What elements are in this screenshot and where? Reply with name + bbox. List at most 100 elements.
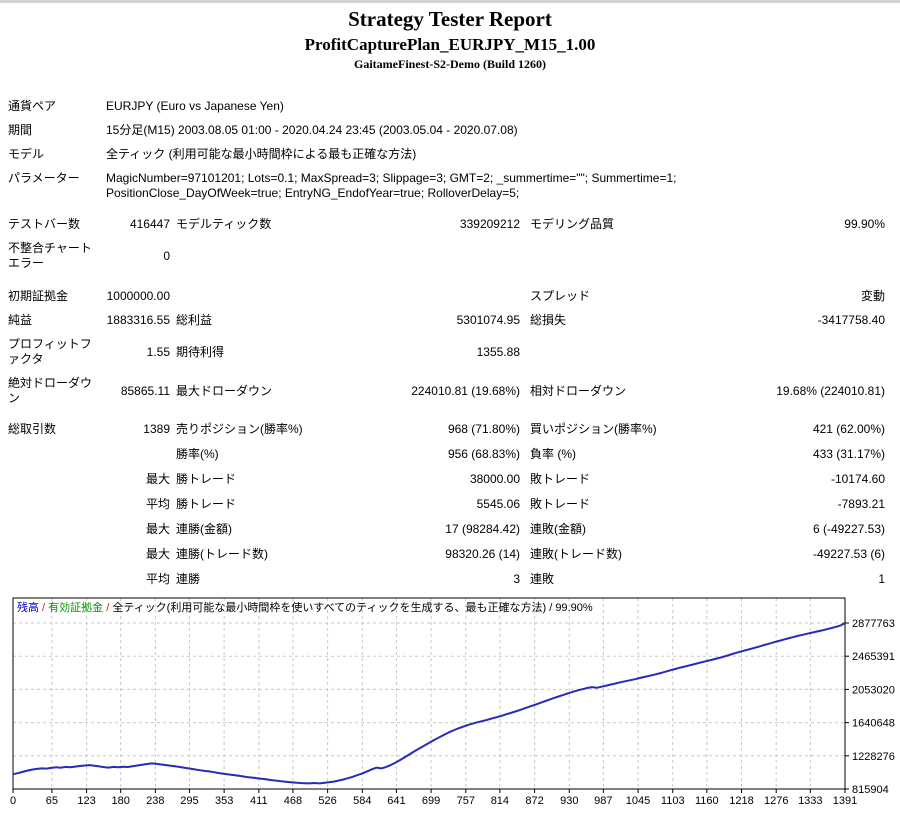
row-value: 変動: [860, 289, 885, 303]
legend-balance-label: 残高: [17, 602, 39, 614]
row-label: 連敗(トレード数): [530, 547, 622, 561]
row-value: -49227.53 (6): [812, 547, 885, 561]
table-row: 最大 連勝(トレード数) 98320.26 (14) 連敗(トレード数) -49227.…: [8, 547, 885, 562]
x-axis-label: 930: [560, 795, 578, 807]
row-label: 総損失: [530, 313, 567, 327]
table-row: プロフィットファクタ 1.55 期待利得 1355.88: [8, 337, 885, 367]
table-row: 最大 連勝(金額) 17 (98284.42) 連敗(金額) 6 (-49227.53): [8, 522, 885, 537]
row-value: 956 (68.83%): [447, 447, 520, 461]
x-axis-label: 584: [353, 795, 371, 807]
table-section-modeling: テストバー数 416447 モデルティック数 339209212 モデリング品質 99.9…: [8, 217, 885, 271]
row-value: 421 (62.00%): [812, 422, 885, 436]
row-label: 総利益: [176, 313, 213, 327]
x-axis-label: 757: [457, 795, 475, 807]
row-label: スプレッド: [530, 289, 591, 303]
table-row: 初期証拠金 1000000.00 スプレッド 変動: [8, 289, 885, 304]
row-label: テストバー数: [8, 217, 81, 231]
row-label: 初期証拠金: [8, 289, 69, 303]
x-axis-label: 411: [250, 795, 268, 807]
row-value: 224010.81 (19.68%): [411, 383, 520, 398]
row-value: 1000000.00: [106, 289, 170, 303]
row-value: 最大: [145, 522, 170, 536]
table-row: 平均 勝トレード 5545.06 敗トレード -7893.21: [8, 497, 885, 512]
balance-line: [12, 622, 846, 785]
row-label: 最大ドローダウン: [176, 383, 273, 398]
row-value: 99.90%: [844, 217, 885, 231]
y-axis-label: 2053020: [852, 684, 895, 696]
x-axis-label: 1276: [764, 795, 788, 807]
table-row: 不整合チャートエラー 0: [8, 241, 885, 271]
row-label: 通貨ペア: [8, 99, 57, 113]
row-value: 3: [513, 572, 520, 586]
report-header: Strategy Tester Report ProfitCapturePlan…: [0, 5, 900, 72]
x-axis-label: 1391: [833, 795, 857, 807]
y-axis-label: 815904: [852, 784, 889, 796]
row-value: 1389: [143, 422, 170, 436]
row-label: 期待利得: [176, 344, 225, 359]
row-value: 1.55: [146, 344, 170, 359]
x-axis-label: 641: [387, 795, 405, 807]
row-label: モデリング品質: [530, 217, 615, 231]
row-value: -7893.21: [837, 497, 885, 511]
x-axis-label: 872: [525, 795, 543, 807]
row-label: 連敗(金額): [530, 522, 586, 536]
report-server-line: GaitameFinest-S2-Demo (Build 1260): [354, 57, 546, 71]
table-row: 純益 1883316.55 総利益 5301074.95 総損失 -3417758.40: [8, 313, 885, 328]
legend-separator: /: [103, 602, 113, 614]
row-label: モデル: [8, 147, 45, 161]
table-row: 絶対ドローダウン 85865.11 最大ドローダウン 224010.81 (19.68…: [8, 376, 885, 406]
table-row: 総取引数 1389 売りポジション(勝率%) 968 (71.80%) 買いポジション(…: [8, 422, 885, 437]
row-label: 期間: [8, 123, 33, 137]
row-label: 勝率(%): [176, 447, 219, 461]
row-value: 6 (-49227.53): [812, 522, 885, 536]
row-value: 5545.06: [476, 497, 520, 511]
row-label: 勝トレード: [176, 497, 237, 511]
row-value: 15分足(M15) 2003.08.05 01:00 - 2020.04.24 …: [106, 123, 518, 137]
x-axis-label: 1103: [661, 795, 685, 807]
table-row: モデル 全ティック (利用可能な最小時間枠による最も正確な方法): [8, 147, 885, 162]
x-axis-label: 1045: [626, 795, 650, 807]
row-value: 38000.00: [469, 472, 520, 486]
report-symbol-line: ProfitCapturePlan_EURJPY_M15_1.00: [304, 35, 596, 54]
x-axis-label: 238: [146, 795, 164, 807]
row-label: 連勝: [176, 572, 201, 586]
legend-quality-value: 99.90%: [555, 602, 593, 614]
row-value: EURJPY (Euro vs Japanese Yen): [106, 99, 284, 113]
row-label: 純益: [8, 313, 33, 327]
row-value: 968 (71.80%): [447, 422, 520, 436]
legend-separator: /: [546, 602, 556, 614]
legend-separator: /: [39, 602, 49, 614]
x-axis-label: 814: [491, 795, 509, 807]
x-axis-label: 1218: [729, 795, 753, 807]
table-row: 勝率(%) 956 (68.83%) 負率 (%) 433 (31.17%): [8, 447, 885, 462]
row-label: 買いポジション(勝率%): [530, 422, 657, 436]
y-axis-label: 1228276: [852, 751, 895, 763]
row-value: 平均: [145, 497, 170, 511]
row-value: -10174.60: [830, 472, 885, 486]
table-row: 最大 勝トレード 38000.00 敗トレード -10174.60: [8, 472, 885, 487]
row-label: 相対ドローダウン: [530, 383, 627, 398]
y-axis-label: 2877763: [852, 618, 895, 630]
row-value: 339209212: [459, 217, 520, 231]
balance-chart-svg: 0 65 123 180 238 295 353 411 468 526 584 641 699 757 8…: [10, 597, 895, 807]
row-label: モデルティック数: [176, 217, 272, 231]
row-value: 416447: [129, 217, 170, 231]
row-value: 17 (98284.42): [445, 522, 520, 536]
legend-equity-label: 有効証拠金: [48, 602, 104, 614]
balance-chart: 0 65 123 180 238 295 353 411 468 526 584 641 699 757 8…: [0, 590, 900, 813]
row-value: 5301074.95: [456, 313, 520, 327]
table-row: 期間 15分足(M15) 2003.08.05 01:00 - 2020.04.2…: [8, 123, 885, 138]
row-label: 敗トレード: [530, 472, 591, 486]
row-value: MagicNumber=97101201; Lots=0.1; MaxSprea…: [106, 171, 677, 200]
x-axis-label: 468: [284, 795, 302, 807]
row-label: 総取引数: [8, 422, 57, 436]
x-axis-label: 1333: [798, 795, 822, 807]
stats-table: 通貨ペア EURJPY (Euro vs Japanese Yen) 期間 15分足(…: [8, 99, 885, 597]
x-axis-label: 353: [215, 795, 233, 807]
row-label: パラメーター: [8, 171, 80, 185]
x-axis-label: 0: [10, 795, 16, 807]
row-value: -3417758.40: [817, 313, 885, 327]
report-title: Strategy Tester Report: [348, 7, 552, 31]
x-axis-label: 180: [111, 795, 129, 807]
row-label: 連勝(金額): [176, 522, 232, 536]
